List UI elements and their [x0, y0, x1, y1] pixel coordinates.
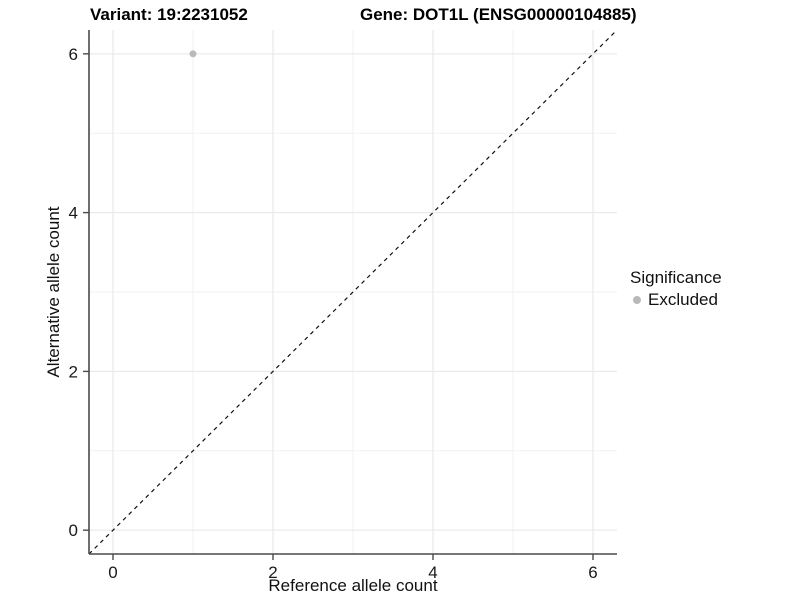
variant-title: Variant: 19:2231052 — [90, 5, 248, 24]
x-tick-label: 6 — [588, 563, 597, 582]
identity-line — [88, 29, 618, 555]
y-tick-label: 6 — [69, 45, 78, 64]
axis-ticks: 0 0 2 2 4 4 6 6 — [69, 45, 598, 582]
x-tick-label: 4 — [428, 563, 437, 582]
axis-lines — [88, 30, 617, 555]
legend-item-label: Excluded — [648, 290, 718, 309]
legend: Significance Excluded — [630, 267, 722, 311]
x-tick-label: 2 — [268, 563, 277, 582]
data-point — [189, 50, 197, 58]
x-axis-title: Reference allele count — [268, 576, 438, 595]
legend-point-icon — [633, 296, 641, 304]
y-tick-label: 0 — [69, 521, 78, 540]
y-tick-label: 4 — [69, 204, 78, 223]
y-tick-label: 2 — [69, 362, 78, 381]
legend-title: Significance — [630, 268, 722, 287]
grid-major — [89, 30, 617, 554]
gene-title: Gene: DOT1L (ENSG00000104885) — [360, 5, 637, 24]
legend-item-excluded: Excluded — [630, 289, 722, 311]
grid-minor — [89, 30, 617, 554]
y-axis-title: Alternative allele count — [44, 206, 63, 378]
data-points — [189, 50, 197, 58]
x-tick-label: 0 — [108, 563, 117, 582]
